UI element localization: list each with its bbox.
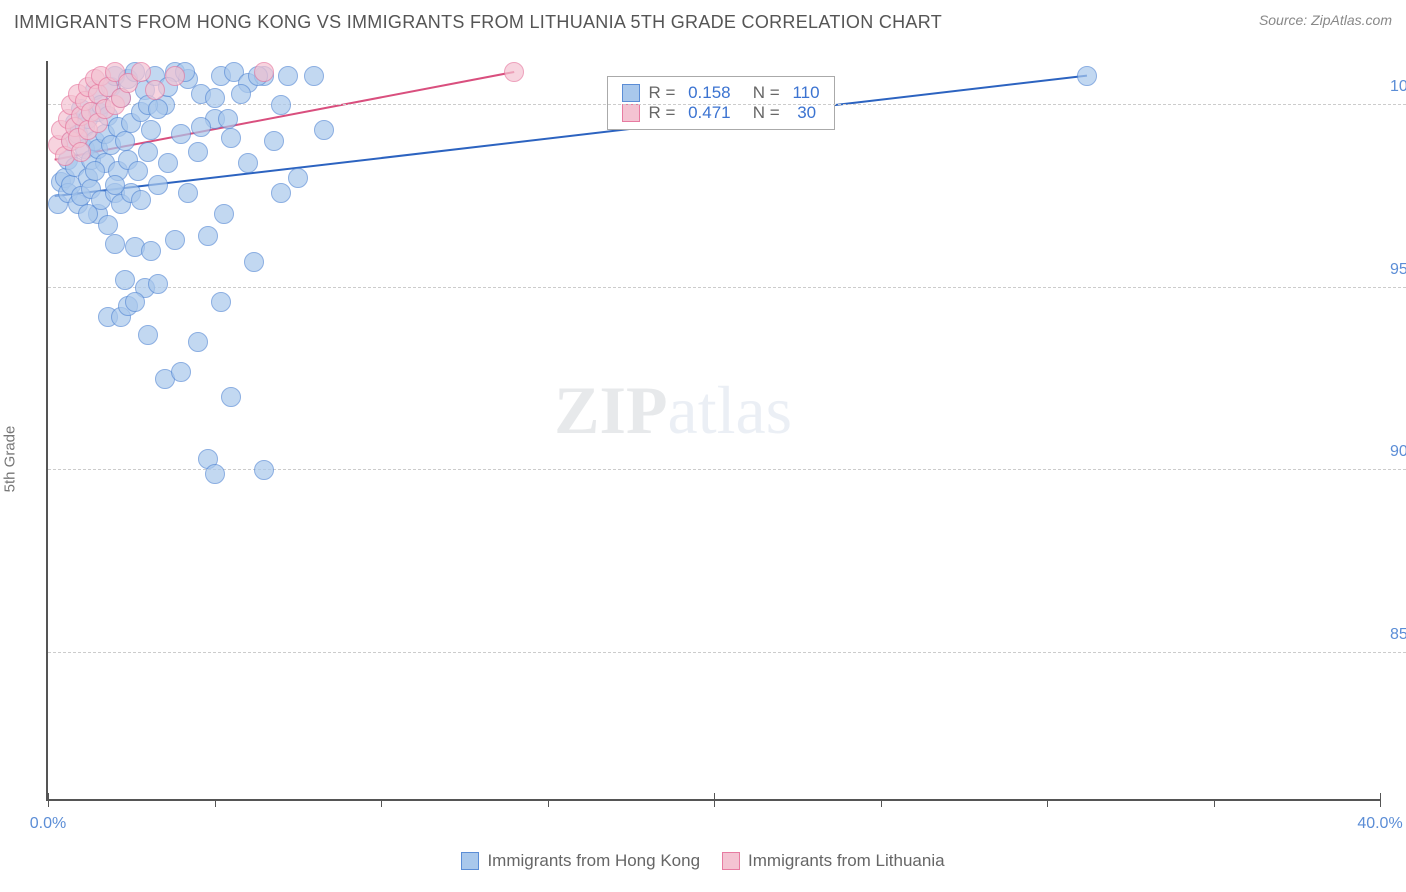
y-tick-label: 95.0% xyxy=(1386,261,1406,279)
data-point-hk xyxy=(1077,66,1097,86)
data-point-lt xyxy=(165,66,185,86)
x-tick-minor xyxy=(381,799,382,807)
data-point-hk xyxy=(271,95,291,115)
watermark: ZIPatlas xyxy=(554,371,792,450)
data-point-hk xyxy=(171,124,191,144)
y-tick-label: 85.0% xyxy=(1386,626,1406,644)
data-point-hk xyxy=(214,204,234,224)
data-point-hk xyxy=(221,128,241,148)
gridline xyxy=(48,469,1406,470)
chart-container: 5th Grade ZIPatlas R = 0.158 N = 110R = … xyxy=(0,39,1406,879)
x-tick-label: 40.0% xyxy=(1357,815,1402,833)
data-point-hk xyxy=(171,362,191,382)
data-point-hk xyxy=(205,88,225,108)
data-point-hk xyxy=(98,215,118,235)
data-point-hk xyxy=(131,190,151,210)
x-tick xyxy=(714,793,715,807)
data-point-hk xyxy=(314,120,334,140)
data-point-hk xyxy=(115,270,135,290)
data-point-hk xyxy=(138,142,158,162)
gridline xyxy=(48,104,1406,105)
data-point-hk xyxy=(141,120,161,140)
gridline xyxy=(48,652,1406,653)
legend-item-lt: Immigrants from Lithuania xyxy=(722,851,945,871)
data-point-hk xyxy=(178,183,198,203)
data-point-hk xyxy=(231,84,251,104)
data-point-hk xyxy=(191,117,211,137)
x-tick-label: 0.0% xyxy=(30,815,66,833)
data-point-hk xyxy=(188,332,208,352)
x-tick-minor xyxy=(548,799,549,807)
legend-label: Immigrants from Lithuania xyxy=(748,851,945,871)
data-point-hk xyxy=(85,161,105,181)
data-point-hk xyxy=(138,325,158,345)
data-point-hk xyxy=(271,183,291,203)
data-point-lt xyxy=(254,62,274,82)
data-point-hk xyxy=(148,99,168,119)
legend-stat-row-hk: R = 0.158 N = 110 xyxy=(622,83,819,103)
x-tick-minor xyxy=(1214,799,1215,807)
x-tick-minor xyxy=(1047,799,1048,807)
data-point-hk xyxy=(304,66,324,86)
data-point-hk xyxy=(254,460,274,480)
correlation-legend: R = 0.158 N = 110R = 0.471 N = 30 xyxy=(607,76,834,130)
data-point-hk xyxy=(115,131,135,151)
data-point-hk xyxy=(78,204,98,224)
data-point-hk xyxy=(264,131,284,151)
data-point-lt xyxy=(71,142,91,162)
data-point-hk xyxy=(244,252,264,272)
data-point-hk xyxy=(198,226,218,246)
data-point-hk xyxy=(218,109,238,129)
data-point-hk xyxy=(165,230,185,250)
x-tick xyxy=(1380,793,1381,807)
x-tick-minor xyxy=(881,799,882,807)
data-point-hk xyxy=(105,175,125,195)
data-point-hk xyxy=(288,168,308,188)
data-point-hk xyxy=(141,241,161,261)
y-tick-label: 100.0% xyxy=(1386,78,1406,96)
x-tick xyxy=(48,793,49,807)
data-point-hk xyxy=(158,153,178,173)
legend-swatch-icon xyxy=(622,104,640,122)
data-point-hk xyxy=(128,161,148,181)
y-axis-label: 5th Grade xyxy=(2,426,19,493)
chart-title: IMMIGRANTS FROM HONG KONG VS IMMIGRANTS … xyxy=(14,12,942,33)
data-point-hk xyxy=(211,292,231,312)
source-attribution: Source: ZipAtlas.com xyxy=(1259,12,1392,33)
legend-stat-row-lt: R = 0.471 N = 30 xyxy=(622,103,819,123)
data-point-hk xyxy=(148,274,168,294)
data-point-hk xyxy=(125,292,145,312)
legend-label: Immigrants from Hong Kong xyxy=(487,851,700,871)
data-point-hk xyxy=(105,234,125,254)
data-point-hk xyxy=(188,142,208,162)
x-tick-minor xyxy=(215,799,216,807)
data-point-lt xyxy=(145,80,165,100)
data-point-lt xyxy=(131,62,151,82)
data-point-hk xyxy=(238,153,258,173)
legend-item-hk: Immigrants from Hong Kong xyxy=(461,851,700,871)
plot-area: ZIPatlas R = 0.158 N = 110R = 0.471 N = … xyxy=(46,61,1380,801)
data-point-hk xyxy=(278,66,298,86)
data-point-hk xyxy=(221,387,241,407)
data-point-hk xyxy=(148,175,168,195)
legend-swatch-icon xyxy=(722,852,740,870)
y-tick-label: 90.0% xyxy=(1386,443,1406,461)
gridline xyxy=(48,287,1406,288)
legend-swatch-icon xyxy=(461,852,479,870)
legend-swatch-icon xyxy=(622,84,640,102)
series-legend: Immigrants from Hong Kong Immigrants from… xyxy=(0,851,1406,871)
data-point-hk xyxy=(205,464,225,484)
data-point-lt xyxy=(504,62,524,82)
